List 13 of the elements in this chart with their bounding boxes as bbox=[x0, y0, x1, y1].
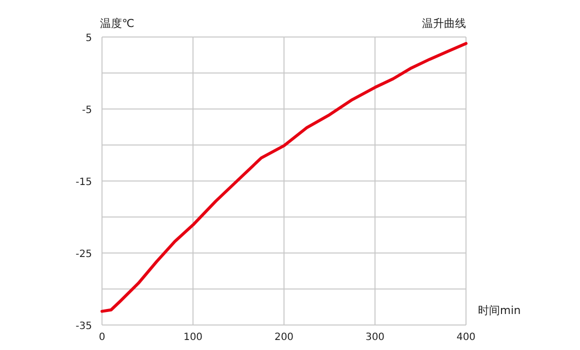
x-tick-label: 0 bbox=[98, 332, 106, 343]
y-tick-label: -25 bbox=[76, 249, 92, 260]
x-axis-title: 时间min bbox=[478, 304, 521, 317]
x-tick-label: 200 bbox=[274, 332, 294, 343]
y-tick-label: -15 bbox=[76, 177, 92, 188]
y-axis-title: 温度℃ bbox=[100, 17, 134, 30]
y-tick-label: 5 bbox=[86, 33, 92, 44]
y-tick-label: -5 bbox=[82, 105, 92, 116]
x-tick-label: 300 bbox=[365, 332, 385, 343]
chart-title: 温升曲线 bbox=[422, 17, 466, 30]
y-tick-label: -35 bbox=[76, 321, 92, 332]
x-tick-label: 100 bbox=[183, 332, 203, 343]
x-tick-label: 400 bbox=[456, 332, 476, 343]
